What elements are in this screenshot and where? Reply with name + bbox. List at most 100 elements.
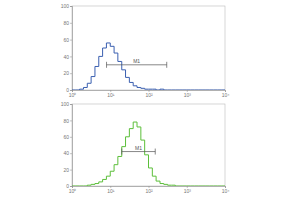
histogram-bin — [91, 184, 95, 186]
panel: 10⁰10¹10²10³10⁴020406080100M1 — [61, 3, 230, 97]
x-axis: 10⁰10¹10²10³10⁴ — [69, 90, 230, 98]
histogram-bin — [141, 127, 145, 140]
histogram — [72, 122, 225, 186]
tick: 20 — [63, 167, 72, 173]
histogram-bin — [179, 90, 183, 91]
axis-line — [70, 7, 73, 91]
tick: 80 — [63, 20, 72, 26]
axis-line — [70, 105, 73, 187]
tick: 0 — [66, 183, 72, 189]
tick-label: 100 — [61, 101, 70, 107]
tick-mark — [70, 153, 72, 154]
histogram-bin — [194, 186, 198, 187]
tick-mark — [70, 186, 72, 187]
histogram-bin — [129, 77, 133, 82]
histogram-bin — [99, 56, 103, 66]
tick-label: 80 — [63, 20, 69, 26]
tick: 10⁰ — [69, 90, 77, 98]
tick: 10³ — [184, 90, 192, 98]
tick-label: 10⁰ — [69, 188, 77, 194]
histogram-bin — [221, 90, 225, 91]
tick-mark — [70, 137, 72, 138]
histogram-bin — [217, 90, 221, 91]
tick-mark — [70, 6, 72, 7]
tick-mark — [70, 23, 72, 24]
tick-label: 10¹ — [107, 92, 115, 98]
histogram-bin — [103, 48, 107, 56]
histogram-bin — [95, 183, 99, 185]
tick: 100 — [61, 101, 72, 107]
tick: 60 — [63, 37, 72, 43]
histogram — [72, 43, 225, 90]
tick: 80 — [63, 118, 72, 124]
gate-end — [106, 62, 107, 68]
histogram-bin — [183, 90, 187, 91]
histogram-bin — [191, 186, 195, 187]
histogram-bin — [214, 90, 218, 91]
histogram-bin — [152, 168, 156, 176]
histogram-bin — [210, 186, 214, 187]
histogram-bin — [171, 185, 175, 186]
histogram-bin — [133, 122, 137, 129]
tick: 0 — [66, 87, 72, 93]
histogram-bin — [133, 82, 137, 85]
histogram-bin — [110, 43, 114, 46]
histogram-bin — [194, 90, 198, 91]
gate-end — [121, 149, 122, 155]
histogram-bin — [129, 129, 133, 137]
tick-label: 0 — [66, 87, 69, 93]
tick-label: 40 — [63, 150, 69, 156]
tick: 20 — [63, 70, 72, 76]
tick: 10³ — [184, 186, 192, 194]
histogram-bin — [168, 90, 172, 91]
histogram-bin — [80, 186, 84, 187]
histogram-bin — [137, 86, 141, 88]
histogram-bin — [214, 186, 218, 187]
gate-line — [122, 151, 155, 152]
tick-mark — [70, 120, 72, 121]
tick-mark — [70, 90, 72, 91]
histogram-bin — [175, 90, 179, 91]
figure: 10⁰10¹10²10³10⁴020406080100M110⁰10¹10²10… — [0, 0, 300, 200]
tick-mark — [70, 73, 72, 74]
tick-label: 10⁰ — [69, 92, 77, 98]
histogram-bin — [110, 171, 114, 176]
gate-label: M1 — [135, 145, 142, 151]
plot-frame — [72, 6, 225, 90]
histogram-bin — [221, 186, 225, 187]
panel: 10⁰10¹10²10³10⁴020406080100M1 — [61, 101, 230, 193]
tick-label: 10⁴ — [222, 92, 230, 98]
histogram-bin — [156, 176, 160, 181]
histogram-bin — [164, 183, 168, 185]
tick: 40 — [63, 54, 72, 60]
histogram-bin — [168, 184, 172, 186]
tick: 40 — [63, 150, 72, 156]
gate-end — [155, 149, 156, 155]
histogram-bin — [156, 89, 160, 90]
tick-label: 100 — [61, 3, 70, 9]
tick: 60 — [63, 134, 72, 140]
tick-label: 20 — [63, 167, 69, 173]
tick-label: 10³ — [184, 188, 192, 194]
histogram-bin — [187, 186, 191, 187]
histogram-bin — [210, 90, 214, 91]
histogram-bin — [179, 186, 183, 187]
histogram-bin — [198, 186, 202, 187]
histogram-bin — [118, 53, 122, 61]
histogram-bin — [76, 186, 80, 187]
histogram-bin — [87, 185, 91, 186]
histogram-bin — [99, 182, 103, 184]
histogram-bin — [152, 89, 156, 90]
histogram-bin — [202, 186, 206, 187]
histogram-bin — [114, 165, 118, 172]
gate-end — [166, 62, 167, 68]
tick-label: 10⁴ — [222, 188, 230, 194]
histogram-bin — [149, 89, 153, 90]
x-axis: 10⁰10¹10²10³10⁴ — [69, 186, 230, 194]
gate: M1 — [107, 58, 167, 68]
histogram-bin — [206, 186, 210, 187]
histogram-bin — [126, 137, 130, 147]
tick-label: 10³ — [184, 92, 192, 98]
histogram-bin — [217, 186, 221, 187]
tick-mark — [70, 40, 72, 41]
